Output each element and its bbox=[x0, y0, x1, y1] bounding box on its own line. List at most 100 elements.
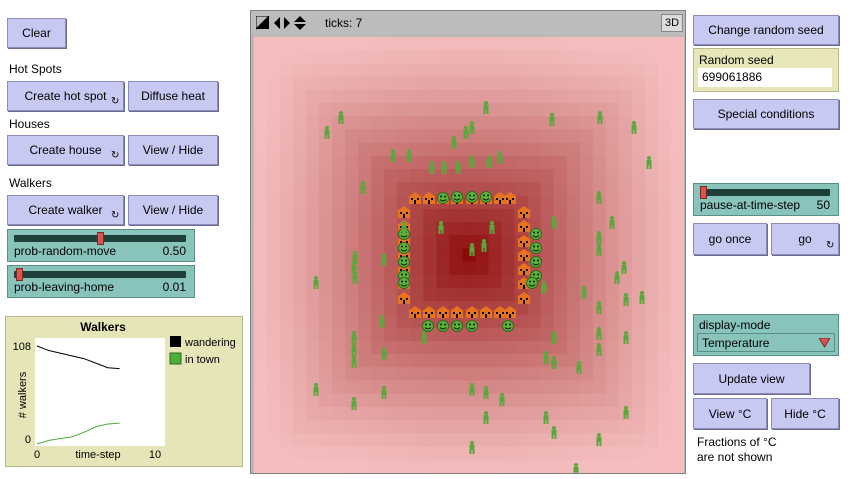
walker-icon bbox=[469, 243, 475, 256]
walker-icon bbox=[351, 397, 357, 410]
create-house-button[interactable]: Create house ↻ bbox=[7, 135, 124, 165]
x-tick-label: 10 bbox=[149, 449, 161, 461]
random-seed-input-box[interactable]: Random seed 699061886 bbox=[693, 48, 839, 92]
walker-icon bbox=[438, 221, 444, 234]
resident-face-icon bbox=[480, 191, 492, 203]
forever-icon: ↻ bbox=[111, 150, 120, 161]
walker-icon bbox=[596, 191, 602, 204]
resident-face-icon bbox=[530, 242, 542, 254]
legend-swatch-wandering bbox=[170, 336, 181, 347]
house-icon bbox=[397, 292, 411, 304]
walker-icon bbox=[469, 383, 475, 396]
slider-value: 0.01 bbox=[162, 280, 186, 294]
hot-spots-title: Hot Spots bbox=[9, 62, 62, 76]
walker-icon bbox=[573, 463, 579, 473]
walker-icon bbox=[441, 161, 447, 174]
walkers-plot: Walkers 108 0 0 10 time-step # walkers w… bbox=[5, 316, 243, 467]
walker-icon bbox=[499, 393, 505, 406]
3d-view-button[interactable]: 3D bbox=[661, 14, 683, 32]
walker-icon bbox=[483, 411, 489, 424]
house-icon bbox=[436, 306, 450, 318]
prob-leaving-home-slider[interactable]: prob-leaving-home 0.01 bbox=[7, 265, 195, 298]
y-tick-label: 108 bbox=[13, 341, 31, 353]
pause-at-time-step-slider[interactable]: pause-at-time-step 50 bbox=[693, 183, 839, 216]
walker-icon bbox=[324, 126, 330, 139]
random-seed-label: Random seed bbox=[699, 53, 774, 67]
go-once-button[interactable]: go once bbox=[693, 223, 767, 255]
house-icon bbox=[493, 306, 507, 318]
clear-button[interactable]: Clear bbox=[7, 18, 66, 48]
houses-view-hide-button[interactable]: View / Hide bbox=[128, 135, 218, 165]
house-icon bbox=[493, 192, 507, 204]
view-celsius-button[interactable]: View °C bbox=[693, 398, 767, 429]
slider-value: 50 bbox=[816, 198, 830, 212]
walker-icon bbox=[551, 216, 557, 229]
plot-area bbox=[35, 338, 165, 446]
house-icon bbox=[517, 263, 531, 275]
house-icon bbox=[517, 235, 531, 247]
diffuse-heat-button[interactable]: Diffuse heat bbox=[128, 81, 218, 111]
slider-track[interactable] bbox=[700, 189, 830, 196]
house-icon bbox=[503, 306, 517, 318]
special-conditions-button[interactable]: Special conditions bbox=[693, 99, 839, 129]
create-hot-spot-button[interactable]: Create hot spot ↻ bbox=[7, 81, 124, 111]
house-icon bbox=[408, 306, 422, 318]
forever-icon: ↻ bbox=[826, 240, 835, 251]
slider-knob[interactable] bbox=[700, 186, 707, 199]
walker-icon bbox=[483, 101, 489, 114]
view-toolbar: ticks: 7 3D bbox=[251, 11, 685, 35]
house-icon bbox=[422, 306, 436, 318]
walker-icon bbox=[646, 156, 652, 169]
resident-face-icon bbox=[530, 256, 542, 268]
walker-icon bbox=[351, 331, 357, 344]
go-button[interactable]: go ↻ bbox=[771, 223, 839, 255]
walker-icon bbox=[421, 331, 427, 344]
prob-random-move-slider[interactable]: prob-random-move 0.50 bbox=[7, 229, 195, 262]
hide-celsius-button[interactable]: Hide °C bbox=[771, 398, 839, 429]
walker-icon bbox=[623, 406, 629, 419]
resident-face-icon bbox=[398, 277, 410, 289]
legend-label-wandering: wandering bbox=[184, 337, 236, 349]
legend-label-in-town: in town bbox=[185, 354, 220, 366]
slider-track[interactable] bbox=[14, 271, 186, 278]
walker-icon bbox=[401, 221, 407, 234]
house-icon bbox=[517, 220, 531, 232]
random-seed-field[interactable]: 699061886 bbox=[698, 68, 832, 87]
house-icon bbox=[503, 192, 517, 204]
display-mode-select[interactable]: Temperature bbox=[697, 333, 835, 352]
view-control-icons[interactable] bbox=[256, 16, 311, 30]
slider-knob[interactable] bbox=[16, 268, 23, 281]
fractions-note-line-1: Fractions of °C bbox=[697, 435, 777, 449]
walker-icon bbox=[631, 121, 637, 134]
resident-face-icon bbox=[398, 256, 410, 268]
house-icon bbox=[408, 192, 422, 204]
forever-icon: ↻ bbox=[111, 210, 120, 221]
walker-icon bbox=[469, 155, 475, 168]
change-random-seed-button[interactable]: Change random seed bbox=[693, 15, 839, 45]
walkers-view-hide-button[interactable]: View / Hide bbox=[128, 195, 218, 225]
walker-icon bbox=[551, 426, 557, 439]
walker-icon bbox=[381, 347, 387, 360]
walker-icon bbox=[463, 126, 469, 139]
world-canvas[interactable] bbox=[254, 37, 684, 473]
walker-icon bbox=[390, 149, 396, 162]
chart-title: Walkers bbox=[80, 320, 126, 334]
walker-icon bbox=[597, 111, 603, 124]
resident-face-icon bbox=[398, 228, 410, 240]
resident-face-icon bbox=[451, 191, 463, 203]
display-mode-label: display-mode bbox=[699, 318, 771, 332]
create-walker-button[interactable]: Create walker ↻ bbox=[7, 195, 124, 225]
slider-knob[interactable] bbox=[97, 232, 104, 245]
update-view-button[interactable]: Update view bbox=[693, 363, 810, 394]
walker-icon bbox=[596, 327, 602, 340]
walkers-chart: Walkers 108 0 0 10 time-step # walkers w… bbox=[13, 320, 236, 461]
walker-icon bbox=[623, 331, 629, 344]
display-mode-chooser[interactable]: display-mode Temperature bbox=[693, 314, 839, 356]
walker-icon bbox=[486, 155, 492, 168]
dropdown-arrow-icon[interactable] bbox=[819, 338, 830, 348]
walker-icon bbox=[483, 386, 489, 399]
walker-icon bbox=[451, 136, 457, 149]
house-icon bbox=[517, 292, 531, 304]
fractions-note-line-2: are not shown bbox=[697, 450, 773, 464]
house-icon bbox=[465, 306, 479, 318]
